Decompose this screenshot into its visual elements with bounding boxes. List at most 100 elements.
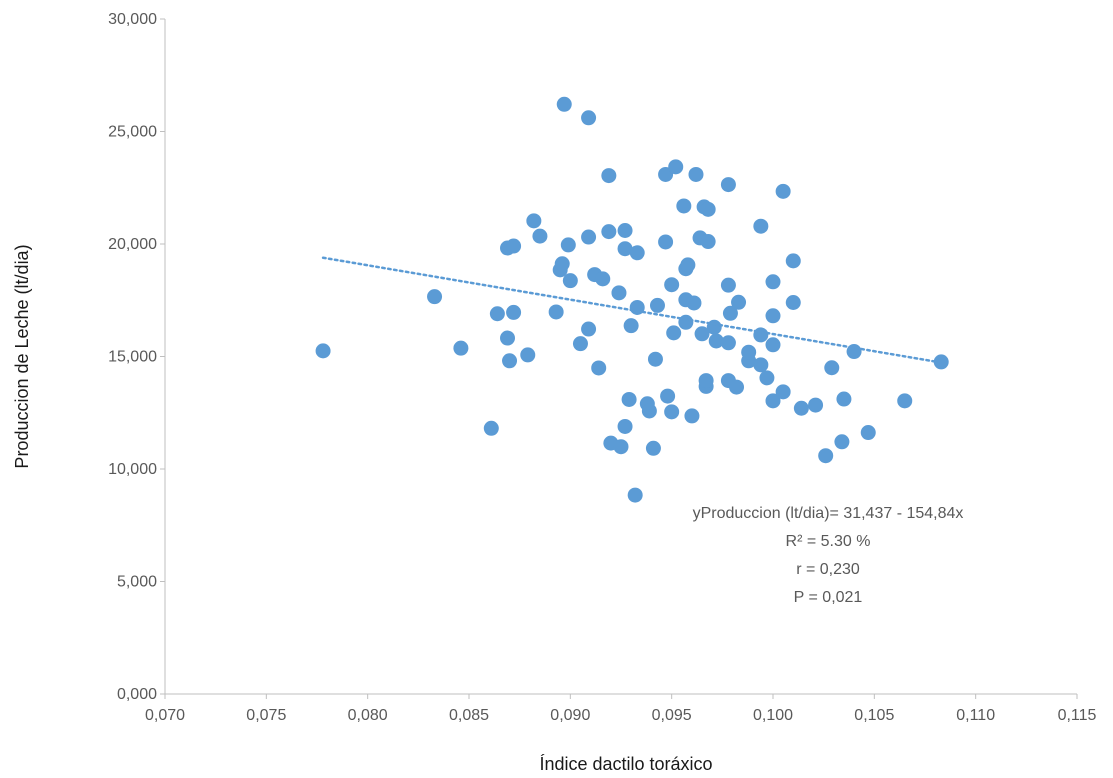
data-point bbox=[731, 294, 747, 310]
data-point bbox=[741, 344, 757, 360]
data-point bbox=[700, 234, 716, 250]
data-point bbox=[506, 238, 522, 254]
regression-annotation: yProduccion (lt/dia)= 31,437 - 154,84x bbox=[693, 505, 964, 522]
data-point bbox=[775, 183, 791, 199]
x-tick-label: 0,105 bbox=[854, 707, 894, 724]
data-point bbox=[753, 357, 769, 373]
data-point bbox=[720, 277, 736, 293]
data-point bbox=[581, 321, 597, 337]
data-point bbox=[836, 391, 852, 407]
data-point bbox=[698, 373, 714, 389]
data-point bbox=[548, 304, 564, 320]
data-point bbox=[453, 340, 469, 356]
data-point bbox=[427, 289, 443, 305]
data-point bbox=[775, 384, 791, 400]
y-tick-label: 0,000 bbox=[117, 686, 157, 703]
data-point bbox=[676, 198, 692, 214]
x-tick-label: 0,095 bbox=[652, 707, 692, 724]
data-point bbox=[765, 308, 781, 324]
data-point bbox=[720, 335, 736, 351]
data-point bbox=[765, 337, 781, 353]
data-point bbox=[617, 241, 633, 257]
data-point bbox=[666, 325, 682, 341]
data-point bbox=[641, 403, 657, 419]
y-tick-label: 5,000 bbox=[117, 574, 157, 591]
data-point bbox=[572, 336, 588, 352]
data-point bbox=[315, 343, 331, 359]
data-point bbox=[581, 110, 597, 126]
data-point bbox=[520, 347, 536, 363]
y-tick-label: 15,000 bbox=[108, 349, 157, 366]
regression-annotation: R² = 5.30 % bbox=[786, 533, 871, 550]
data-point bbox=[601, 224, 617, 240]
data-point bbox=[554, 256, 570, 272]
trendline bbox=[321, 256, 943, 364]
x-tick-label: 0,115 bbox=[1058, 707, 1097, 724]
data-point bbox=[765, 393, 781, 409]
data-point bbox=[645, 440, 661, 456]
data-point bbox=[793, 400, 809, 416]
data-point bbox=[627, 487, 643, 503]
data-point bbox=[694, 326, 710, 342]
data-point bbox=[729, 379, 745, 395]
x-tick-label: 0,090 bbox=[550, 707, 590, 724]
data-point bbox=[664, 277, 680, 293]
x-axis-title: Índice dactilo toráxico bbox=[539, 754, 712, 774]
data-point bbox=[658, 234, 674, 250]
data-point bbox=[897, 393, 913, 409]
data-point bbox=[595, 271, 611, 287]
x-tick-label: 0,080 bbox=[348, 707, 388, 724]
data-point bbox=[660, 388, 676, 404]
data-point bbox=[560, 237, 576, 253]
data-point bbox=[621, 391, 637, 407]
data-point bbox=[722, 305, 738, 321]
y-tick-label: 25,000 bbox=[108, 124, 157, 141]
y-tick-label: 30,000 bbox=[108, 11, 157, 28]
data-point bbox=[818, 448, 834, 464]
data-point bbox=[556, 96, 572, 112]
data-point bbox=[860, 425, 876, 441]
data-point bbox=[785, 295, 801, 310]
data-point bbox=[684, 408, 700, 424]
data-point bbox=[500, 330, 516, 346]
data-point bbox=[506, 304, 522, 320]
data-point bbox=[601, 168, 617, 184]
data-point bbox=[629, 245, 645, 261]
x-tick-label: 0,075 bbox=[246, 707, 286, 724]
data-point bbox=[581, 229, 597, 245]
data-point bbox=[720, 177, 736, 193]
data-point bbox=[664, 404, 680, 420]
data-point bbox=[824, 360, 840, 376]
data-point bbox=[502, 353, 518, 369]
data-point bbox=[708, 333, 724, 349]
data-point bbox=[623, 318, 639, 334]
data-point bbox=[617, 223, 633, 238]
x-tick-label: 0,100 bbox=[753, 707, 793, 724]
regression-annotation: P = 0,021 bbox=[794, 589, 863, 606]
data-point bbox=[483, 420, 499, 436]
data-point bbox=[617, 418, 633, 434]
data-point bbox=[688, 166, 704, 182]
data-point bbox=[680, 257, 696, 273]
data-point bbox=[753, 218, 769, 234]
y-tick-label: 20,000 bbox=[108, 236, 157, 253]
data-point bbox=[686, 295, 702, 311]
data-point bbox=[526, 213, 542, 229]
data-point bbox=[562, 273, 578, 289]
data-point bbox=[808, 397, 824, 413]
x-tick-label: 0,110 bbox=[956, 707, 995, 724]
data-point bbox=[489, 306, 505, 322]
data-point bbox=[834, 434, 850, 450]
data-point bbox=[765, 274, 781, 290]
data-point bbox=[668, 159, 684, 175]
y-tick-label: 10,000 bbox=[108, 461, 157, 478]
data-point bbox=[700, 201, 716, 217]
data-point bbox=[759, 370, 775, 386]
x-tick-label: 0,085 bbox=[449, 707, 489, 724]
data-point bbox=[753, 327, 769, 343]
data-point bbox=[613, 439, 629, 455]
data-point bbox=[611, 285, 627, 301]
data-point bbox=[647, 351, 663, 367]
